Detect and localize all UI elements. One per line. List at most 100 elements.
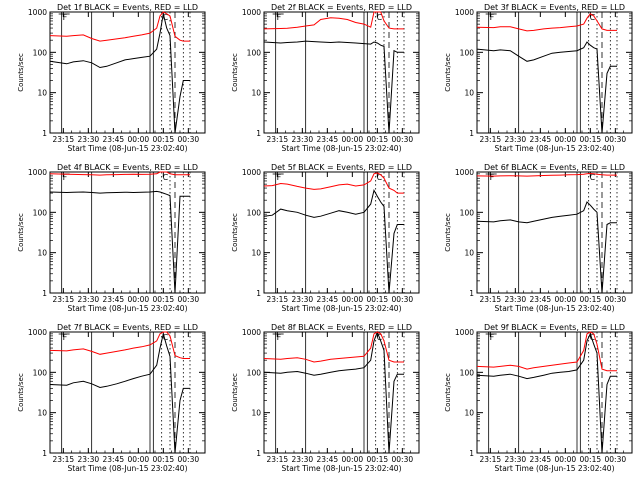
series-lld <box>263 331 404 363</box>
plot-frame <box>476 11 633 134</box>
x-tick-label: 00:30 <box>605 135 627 144</box>
x-tick-label: 00:00 <box>342 135 364 144</box>
series-events <box>49 190 190 294</box>
x-tick-label: 23:30 <box>78 135 100 144</box>
x-tick-label: 23:30 <box>78 455 100 464</box>
y-axis-label: Counts/sec <box>231 213 239 252</box>
x-tick-label: 00:30 <box>392 295 414 304</box>
marker-c: C <box>163 173 169 182</box>
x-tick-label: 00:30 <box>392 455 414 464</box>
marker-c: C <box>377 13 383 22</box>
x-tick-label: 00:15 <box>153 295 175 304</box>
x-tick-label: 00:00 <box>555 295 577 304</box>
marker-c: C <box>590 13 596 22</box>
x-tick-label: 23:15 <box>267 455 289 464</box>
marker-f: F <box>63 333 68 342</box>
x-tick-label: 00:15 <box>367 135 389 144</box>
y-tick-label: 1000 <box>28 328 47 337</box>
x-tick-label: 23:45 <box>530 455 552 464</box>
x-tick-label: 23:15 <box>267 135 289 144</box>
x-tick-label: 00:15 <box>580 455 602 464</box>
x-tick-label: 23:45 <box>103 135 125 144</box>
y-tick-label: 10 <box>37 249 47 258</box>
detector-panel-7: 1 10 100 1000 23:15 23:30 23:45 00:00 00:15 00:30… <box>17 323 206 473</box>
series-lld <box>476 172 617 177</box>
y-tick-label: 100 <box>247 48 262 57</box>
x-axis-label: Start Time (08-Jun-15 23:02:40) <box>68 304 188 313</box>
y-axis-label: Counts/sec <box>444 213 452 252</box>
marker-f: F <box>277 173 282 182</box>
plot-frame <box>476 171 633 294</box>
marker-f: F <box>277 13 282 22</box>
panel-title: Det 4f BLACK = Events, RED = LLD <box>57 163 198 172</box>
marker-f: F <box>490 13 495 22</box>
x-tick-label: 23:15 <box>480 295 502 304</box>
panel-title: Det 2f BLACK = Events, RED = LLD <box>271 3 412 12</box>
series-lld <box>476 13 617 32</box>
plot-frame <box>49 171 206 294</box>
series-events <box>476 332 617 454</box>
plot-frame <box>476 331 633 454</box>
x-tick-label: 00:30 <box>392 135 414 144</box>
x-tick-label: 23:15 <box>53 455 75 464</box>
x-axis-label: Start Time (08-Jun-15 23:02:40) <box>68 144 188 153</box>
detector-panel-1: 1 10 100 1000 23:15 23:30 23:45 00:00 00:15 00:30… <box>17 3 206 153</box>
x-axis-label: Start Time (08-Jun-15 23:02:40) <box>68 464 188 473</box>
y-tick-label: 1 <box>42 289 47 298</box>
x-tick-label: 00:00 <box>128 295 150 304</box>
panel-title: Det 1f BLACK = Events, RED = LLD <box>57 3 198 12</box>
x-tick-label: 23:30 <box>292 295 314 304</box>
x-tick-label: 00:30 <box>178 295 200 304</box>
x-tick-label: 23:15 <box>267 295 289 304</box>
x-tick-label: 00:15 <box>153 455 175 464</box>
x-tick-label: 00:30 <box>178 455 200 464</box>
series-lld <box>263 11 404 30</box>
x-tick-label: 00:15 <box>580 295 602 304</box>
y-tick-label: 1 <box>256 289 261 298</box>
y-tick-label: 10 <box>251 89 261 98</box>
x-tick-label: 23:45 <box>317 295 339 304</box>
x-axis-label: Start Time (08-Jun-15 23:02:40) <box>495 464 615 473</box>
x-tick-label: 00:30 <box>605 455 627 464</box>
x-tick-label: 00:15 <box>367 295 389 304</box>
series-events <box>476 41 617 134</box>
x-axis-label: Start Time (08-Jun-15 23:02:40) <box>282 144 402 153</box>
marker-f: F <box>63 13 68 22</box>
y-axis-label: Counts/sec <box>17 213 25 252</box>
x-tick-label: 23:45 <box>530 135 552 144</box>
x-tick-label: 00:00 <box>128 455 150 464</box>
detector-panel-5: 1 10 100 1000 23:15 23:30 23:45 00:00 00:15 00:30… <box>231 163 420 313</box>
y-tick-label: 1000 <box>455 328 474 337</box>
y-axis-label: Counts/sec <box>17 373 25 412</box>
y-tick-label: 10 <box>251 409 261 418</box>
y-tick-label: 1000 <box>455 168 474 177</box>
plot-frame <box>49 331 206 454</box>
y-tick-label: 1000 <box>242 8 261 17</box>
marker-f: F <box>490 333 495 342</box>
series-events <box>263 330 404 454</box>
detector-panel-9: 1 10 100 1000 23:15 23:30 23:45 00:00 00:15 00:30… <box>444 323 633 473</box>
x-axis-label: Start Time (08-Jun-15 23:02:40) <box>282 464 402 473</box>
x-tick-label: 00:30 <box>178 135 200 144</box>
series-lld <box>49 331 190 359</box>
y-tick-label: 1 <box>42 449 47 458</box>
x-tick-label: 23:45 <box>317 455 339 464</box>
y-tick-label: 1000 <box>28 8 47 17</box>
plot-frame <box>263 171 420 294</box>
panel-title: Det 5f BLACK = Events, RED = LLD <box>271 163 412 172</box>
marker-f: F <box>63 173 68 182</box>
x-axis-label: Start Time (08-Jun-15 23:02:40) <box>495 304 615 313</box>
y-tick-label: 100 <box>247 208 262 217</box>
series-lld <box>49 171 190 176</box>
y-axis-label: Counts/sec <box>444 53 452 92</box>
x-tick-label: 23:45 <box>530 295 552 304</box>
y-tick-label: 100 <box>460 48 475 57</box>
x-tick-label: 23:15 <box>53 135 75 144</box>
x-axis-label: Start Time (08-Jun-15 23:02:40) <box>282 304 402 313</box>
y-axis-label: Counts/sec <box>17 53 25 92</box>
x-tick-label: 23:15 <box>480 455 502 464</box>
x-tick-label: 00:30 <box>605 295 627 304</box>
panel-title: Det 8f BLACK = Events, RED = LLD <box>271 323 412 332</box>
